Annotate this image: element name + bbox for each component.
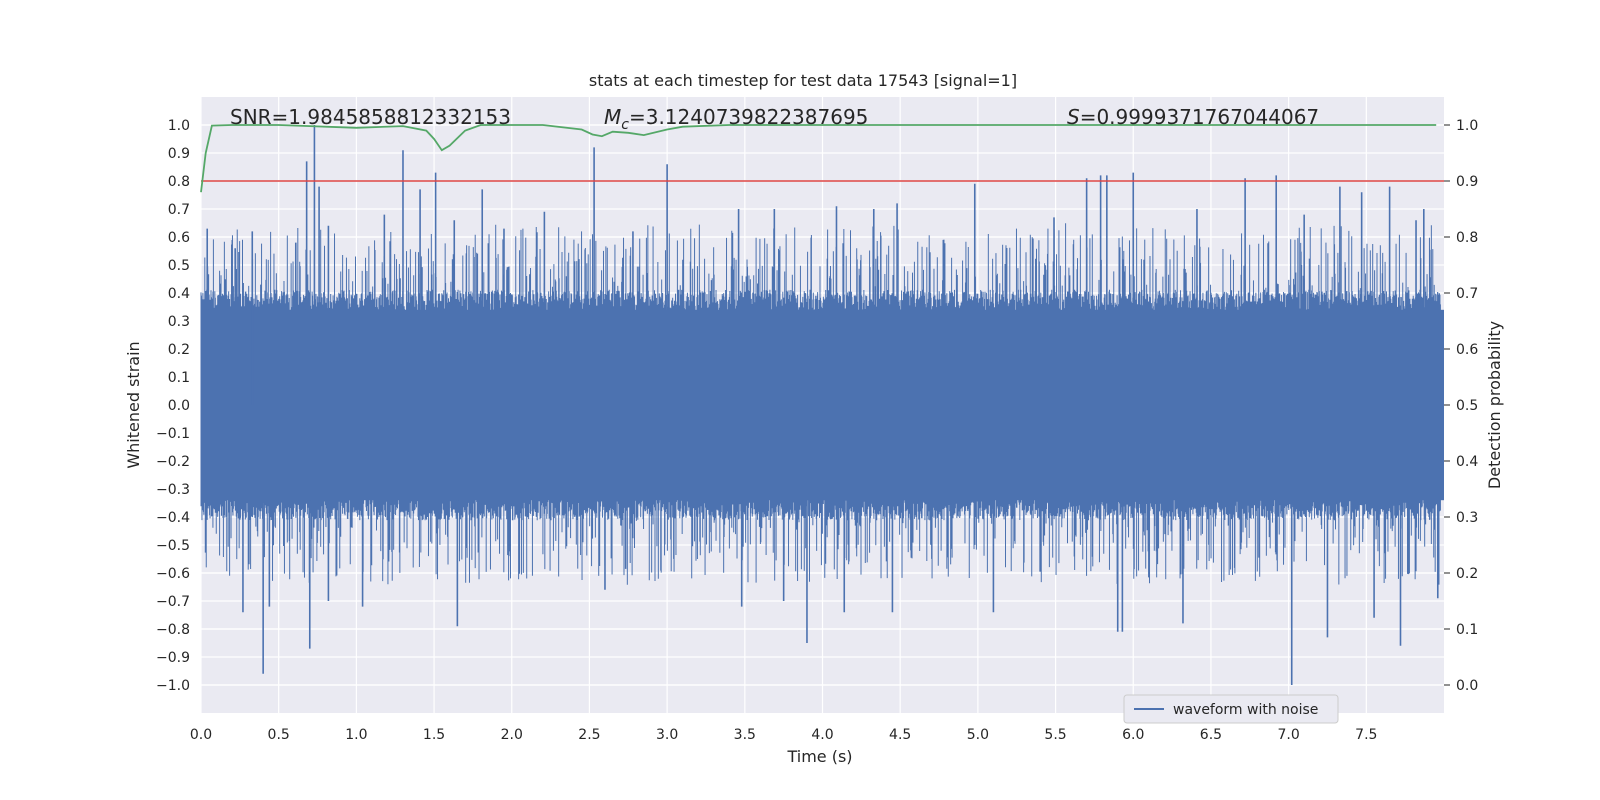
y-tick-label: 1.0	[168, 118, 190, 134]
y-tick-label: −0.6	[156, 566, 190, 582]
y-tick-label: −0.5	[156, 538, 190, 554]
y2-tick-label: 0.7	[1456, 286, 1478, 302]
snr-annotation: SNR=1.9845858812332153	[230, 105, 511, 129]
y-tick-label: 0.2	[168, 342, 190, 358]
y2-tick-label: 0.5	[1456, 398, 1478, 414]
y-tick-label: 0.9	[168, 146, 190, 162]
x-tick-label: 2.0	[501, 727, 523, 743]
y-tick-label: −0.2	[156, 454, 190, 470]
y-tick-label: −0.9	[156, 650, 190, 666]
x-tick-label: 7.0	[1277, 727, 1299, 743]
y-tick-label: −0.4	[156, 510, 190, 526]
x-tick-label: 4.0	[811, 727, 833, 743]
y2-tick-label: 0.8	[1456, 230, 1478, 246]
y-tick-label: −0.8	[156, 622, 190, 638]
x-axis-label: Time (s)	[786, 747, 852, 766]
x-tick-label: 3.5	[734, 727, 756, 743]
legend-label-waveform: waveform with noise	[1173, 702, 1318, 718]
chirp-mass-symbol: M	[604, 105, 621, 129]
x-tick-label: 6.0	[1122, 727, 1144, 743]
y2-tick-label: 0.2	[1456, 566, 1478, 582]
x-tick-label: 5.0	[967, 727, 989, 743]
waveform-core	[201, 309, 1444, 501]
chirp-mass-value: =3.1240739822387695	[629, 105, 868, 129]
chirp-mass-annotation: Mc=3.1240739822387695	[604, 105, 868, 133]
y-tick-label: 0.1	[168, 370, 190, 386]
y2-tick-label: 0.1	[1456, 622, 1478, 638]
x-tick-label: 2.5	[578, 727, 600, 743]
y-tick-label: 0.4	[168, 286, 190, 302]
chart-title: stats at each timestep for test data 175…	[589, 71, 1017, 90]
y-tick-label: 0.8	[168, 174, 190, 190]
y-tick-label: 0.6	[168, 230, 190, 246]
y-tick-label: 0.5	[168, 258, 190, 274]
x-tick-label: 7.5	[1355, 727, 1377, 743]
x-tick-label: 6.5	[1200, 727, 1222, 743]
x-tick-label: 1.5	[423, 727, 445, 743]
legend-box	[1123, 694, 1339, 724]
y-tick-label: −0.7	[156, 594, 190, 610]
chirp-mass-subscript: c	[621, 117, 629, 133]
y2-tick-label: 0.3	[1456, 510, 1478, 526]
statistic-annotation: S=0.9999371767044067	[1067, 105, 1319, 129]
y-axis-label: Whitened strain	[124, 341, 143, 468]
y-tick-label: −1.0	[156, 678, 190, 694]
y2-tick-label: 0.6	[1456, 342, 1478, 358]
y-tick-label: 0.3	[168, 314, 190, 330]
y-tick-label: −0.1	[156, 426, 190, 442]
y2-tick-label: 0.0	[1456, 678, 1478, 694]
x-tick-label: 4.5	[889, 727, 911, 743]
y-tick-label: −0.3	[156, 482, 190, 498]
statistic-value: =0.9999371767044067	[1080, 105, 1319, 129]
y2-tick-label: 0.4	[1456, 454, 1478, 470]
y2-tick-label: 0.9	[1456, 174, 1478, 190]
detection-probability-line	[200, 124, 1437, 193]
y2-axis-label: Detection probability	[1485, 321, 1504, 489]
y-tick-label: 0.7	[168, 202, 190, 218]
x-tick-label: 5.5	[1044, 727, 1066, 743]
y-tick-label: 0.0	[168, 398, 190, 414]
x-tick-label: 1.0	[345, 727, 367, 743]
y2-tick-label: 1.0	[1456, 118, 1478, 134]
plot-area: 0.0 0.5 1.0 1.5 2.0 2.5 3.0 3.5 4.0 4.5 5.0 5.5 6.0 6…	[156, 97, 1478, 743]
x-tick-label: 3.0	[656, 727, 678, 743]
legend: waveform with noise	[1123, 694, 1339, 724]
x-tick-label: 0.0	[190, 727, 212, 743]
x-tick-label: 0.5	[268, 727, 290, 743]
statistic-symbol: S	[1067, 105, 1080, 129]
